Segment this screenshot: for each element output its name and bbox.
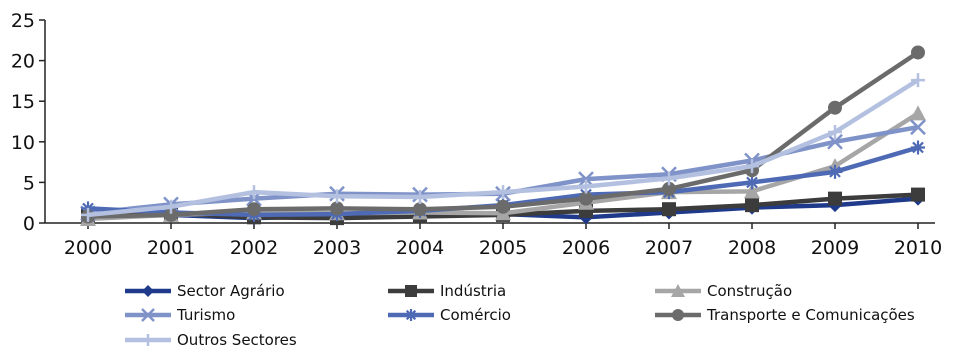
x-tick-label: 2008: [728, 237, 776, 259]
data-point: [671, 284, 685, 297]
data-point: [827, 133, 843, 150]
data-point: [911, 187, 925, 202]
data-point: [579, 179, 593, 194]
data-point: [744, 183, 760, 199]
data-point: [828, 125, 842, 140]
data-point: [910, 119, 926, 136]
legend-label: Sector Agrário: [177, 282, 285, 300]
x-tick-label: 2007: [645, 237, 693, 259]
series-6: [81, 73, 925, 222]
data-point: [413, 202, 427, 217]
data-point: [330, 189, 344, 204]
legend: Sector Agrário Indústria Construção Turismo…: [125, 282, 915, 346]
y-tick-label: 0: [23, 213, 35, 235]
data-point: [579, 191, 593, 206]
legend-label: Outros Sectores: [177, 331, 297, 346]
x-tick-label: 2010: [894, 237, 942, 259]
data-point: [662, 202, 676, 217]
x-tick-label: 2005: [479, 237, 527, 259]
data-point: [910, 105, 926, 121]
data-point: [247, 202, 261, 217]
legend-label: Turismo: [176, 306, 235, 324]
data-point: [662, 181, 676, 196]
data-point: [496, 199, 510, 214]
legend-item: Comércio: [388, 306, 511, 324]
data-point: [828, 191, 842, 206]
y-tick-label: 10: [11, 132, 35, 154]
legend-item: Turismo: [125, 306, 235, 324]
x-tick-label: 2009: [811, 237, 859, 259]
data-point: [911, 73, 925, 88]
data-point: [81, 207, 95, 222]
y-tick-label: 25: [11, 10, 35, 32]
x-tick-label: 2001: [147, 237, 195, 259]
y-tick-label: 5: [23, 172, 35, 194]
series-layer: [80, 45, 926, 226]
data-point: [141, 308, 155, 322]
data-point: [142, 334, 154, 346]
legend-item: Construção: [655, 282, 792, 300]
x-tick-label: 2003: [313, 237, 361, 259]
y-tick-label: 15: [11, 91, 35, 113]
legend-label: Indústria: [440, 282, 506, 300]
data-point: [247, 185, 261, 200]
x-tick-label: 2006: [562, 237, 610, 259]
data-point: [911, 45, 925, 60]
data-point: [828, 100, 842, 115]
legend-item: Transporte e Comunicações: [655, 306, 915, 324]
data-point: [413, 190, 427, 205]
legend-item: Indústria: [388, 282, 506, 300]
legend-label: Comércio: [440, 306, 511, 324]
legend-label: Construção: [707, 282, 792, 300]
data-point: [745, 159, 759, 174]
axes: 0 5 10 15 20 25 2000 2001 2002 2003 2004 2005 2006 20…: [11, 10, 942, 259]
data-point: [496, 185, 510, 200]
data-point: [164, 199, 178, 214]
legend-item: Sector Agrário: [125, 282, 285, 300]
x-tick-label: 2000: [64, 237, 112, 259]
data-point: [330, 201, 344, 216]
data-point: [164, 207, 178, 222]
legend-item: Outros Sectores: [125, 331, 297, 346]
data-point: [405, 285, 417, 297]
y-tick-label: 20: [11, 51, 35, 73]
data-point: [662, 171, 676, 186]
x-tick-label: 2004: [396, 237, 444, 259]
data-point: [745, 175, 759, 190]
data-point: [911, 140, 925, 155]
data-point: [405, 309, 417, 321]
data-point: [828, 164, 842, 179]
data-point: [745, 198, 759, 213]
x-tick-label: 2002: [230, 237, 278, 259]
legend-label: Transporte e Comunicações: [706, 306, 915, 324]
data-point: [142, 285, 154, 297]
data-point: [672, 309, 684, 321]
